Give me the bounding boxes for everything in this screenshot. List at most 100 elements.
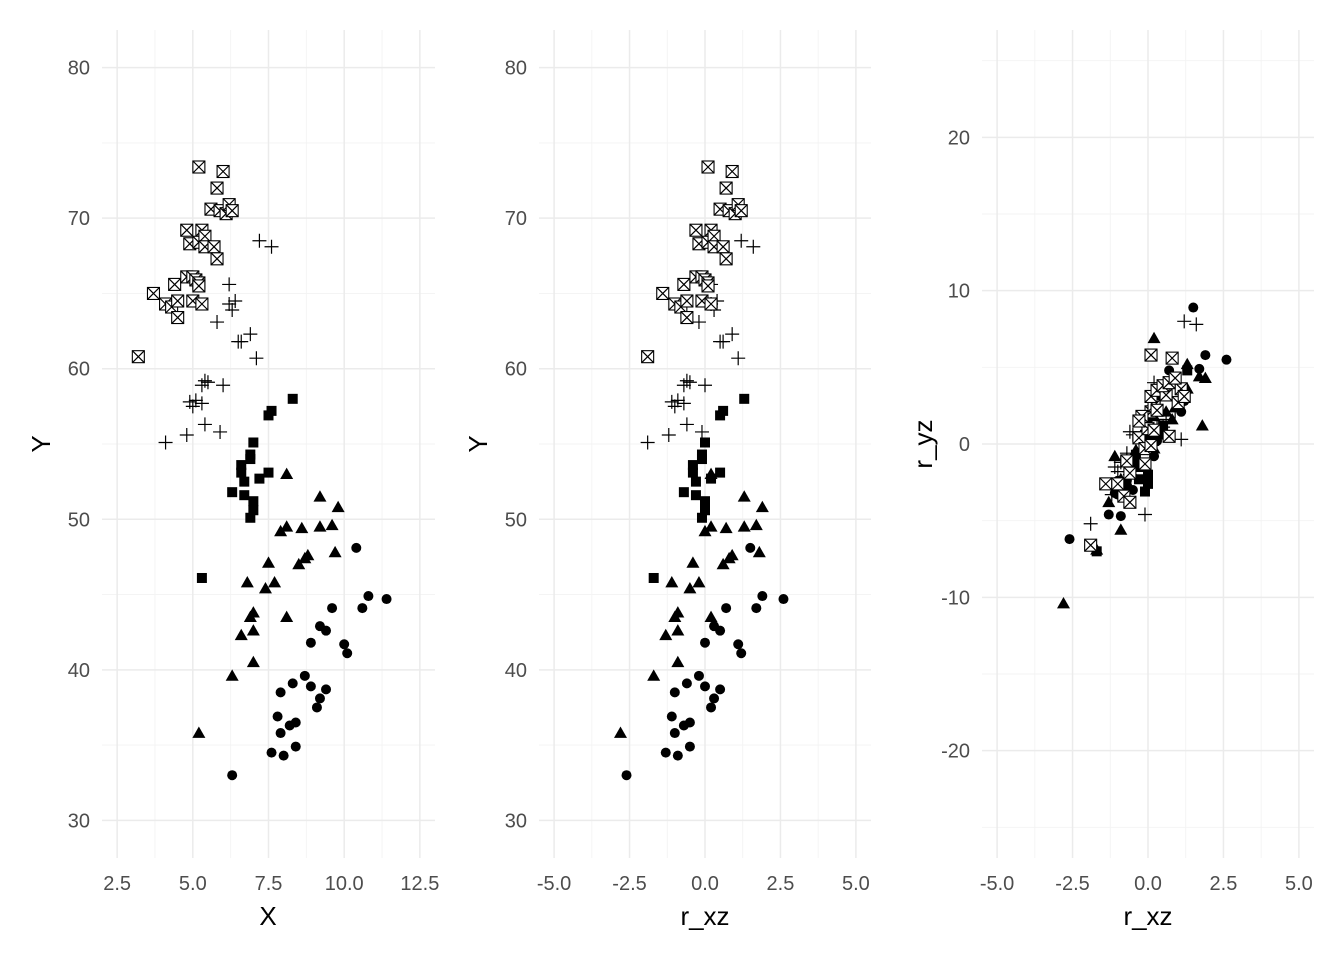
data-point-plus (158, 435, 173, 450)
data-point-circle (290, 741, 301, 752)
data-point-plus (682, 375, 697, 390)
data-point-triangle (234, 628, 248, 641)
data-point-circle (1221, 354, 1232, 365)
data-point-circle (1149, 451, 1160, 462)
x-tick-label: 5.0 (1285, 873, 1313, 895)
data-point-triangle (704, 610, 718, 623)
data-point-triangle (698, 524, 712, 537)
data-point-square-x (1084, 538, 1098, 552)
data-point-circle (321, 625, 332, 636)
data-point-square-x (1123, 495, 1137, 509)
y-tick-label: 70 (68, 208, 90, 230)
data-point-circle (1115, 511, 1126, 522)
data-point-plus (734, 233, 749, 248)
data-point-square (245, 512, 256, 523)
data-point-square-x (1144, 438, 1158, 453)
data-point-triangle (647, 669, 661, 681)
panel-rxz-vs-ryz: -20 -10 0 10 20 -5.0 -2.5 0.0 2.5 5.0 r_xz r_yz (908, 30, 1314, 931)
data-point-square-x (171, 294, 185, 308)
y-tick-label: 20 (948, 127, 970, 149)
data-point-plus (1137, 507, 1152, 522)
data-point-triangle (1102, 495, 1116, 508)
data-point-circle (700, 681, 710, 692)
data-point-triangle (225, 669, 239, 681)
data-point-square-x (210, 181, 224, 195)
x-tick-label: 5.0 (179, 873, 207, 895)
data-point-square (706, 473, 717, 484)
y-tick-label: -10 (941, 587, 970, 609)
panel-2-points (613, 160, 789, 781)
data-point-triangle (246, 624, 260, 636)
data-point-circle (299, 670, 310, 681)
data-point-plus (200, 375, 215, 390)
data-point-circle (733, 639, 744, 650)
data-point-circle (1188, 302, 1199, 313)
data-point-square-x (680, 294, 694, 308)
data-point-square (1121, 483, 1132, 494)
y-tick-label: 70 (505, 208, 527, 230)
y-tick-label: 80 (505, 58, 527, 80)
data-point-circle (305, 637, 316, 648)
data-point-plus (691, 315, 706, 330)
data-point-square-x (689, 223, 703, 237)
panel-x-vs-y: 30 40 50 60 70 80 2.5 5.0 7.5 10.0 12.5 X Y (26, 30, 439, 931)
y-tick-label: 50 (505, 509, 527, 531)
data-point-square (687, 460, 698, 471)
data-point-square (715, 467, 726, 478)
panel-3-y-axis-title: r_yz (908, 419, 938, 468)
data-point-square-x (704, 297, 718, 311)
data-point-square (266, 405, 277, 416)
data-point-square (718, 405, 729, 416)
data-point-circle (1200, 350, 1211, 361)
data-point-circle (757, 591, 768, 602)
data-point-square (1182, 365, 1193, 376)
data-point-circle (751, 603, 762, 614)
data-point-square (700, 505, 710, 516)
data-point-square (690, 490, 701, 501)
data-point-square-x (192, 279, 206, 293)
data-point-triangle (313, 490, 327, 502)
data-point-plus (243, 327, 258, 342)
panel-1-y-tick-labels: 30 40 50 60 70 80 (68, 58, 90, 833)
data-point-plus (222, 296, 237, 311)
panel-1-points (131, 160, 392, 781)
data-point-circle (666, 711, 677, 722)
data-point-triangle (1114, 523, 1128, 535)
data-point-square-x (680, 310, 694, 325)
data-point-triangle (752, 545, 766, 558)
data-point-square (236, 460, 247, 471)
data-point-square-x (641, 350, 655, 364)
data-point-triangle (1056, 596, 1070, 609)
x-tick-label: -2.5 (612, 873, 646, 895)
data-point-plus (746, 239, 761, 254)
data-point-square (287, 393, 298, 404)
data-point-circle (227, 770, 238, 781)
x-tick-label: 10.0 (325, 873, 364, 895)
data-point-circle (745, 542, 756, 553)
x-tick-label: 0.0 (1134, 873, 1162, 895)
data-point-triangle (325, 518, 339, 531)
data-point-plus (1107, 460, 1122, 474)
data-point-triangle (262, 556, 275, 568)
data-point-plus (1189, 317, 1204, 332)
data-point-triangle (749, 518, 763, 531)
data-point-triangle (716, 557, 730, 570)
data-point-triangle (192, 726, 206, 738)
data-point-triangle (328, 545, 342, 558)
data-point-square (239, 476, 250, 487)
data-point-triangle (671, 655, 685, 668)
data-point-circle (311, 702, 322, 713)
data-point-triangle (292, 557, 306, 570)
data-point-square (678, 487, 689, 498)
data-point-square-x (656, 286, 670, 301)
data-point-triangle (1198, 371, 1212, 383)
data-point-triangle (313, 520, 327, 532)
data-point-triangle (755, 500, 769, 513)
data-point-square (696, 449, 707, 460)
data-point-square (739, 393, 750, 404)
data-point-square (248, 505, 259, 516)
panel-1-gridlines (102, 30, 435, 858)
data-point-square (1143, 469, 1153, 480)
data-point-circle (363, 591, 374, 602)
data-point-circle (778, 594, 789, 605)
